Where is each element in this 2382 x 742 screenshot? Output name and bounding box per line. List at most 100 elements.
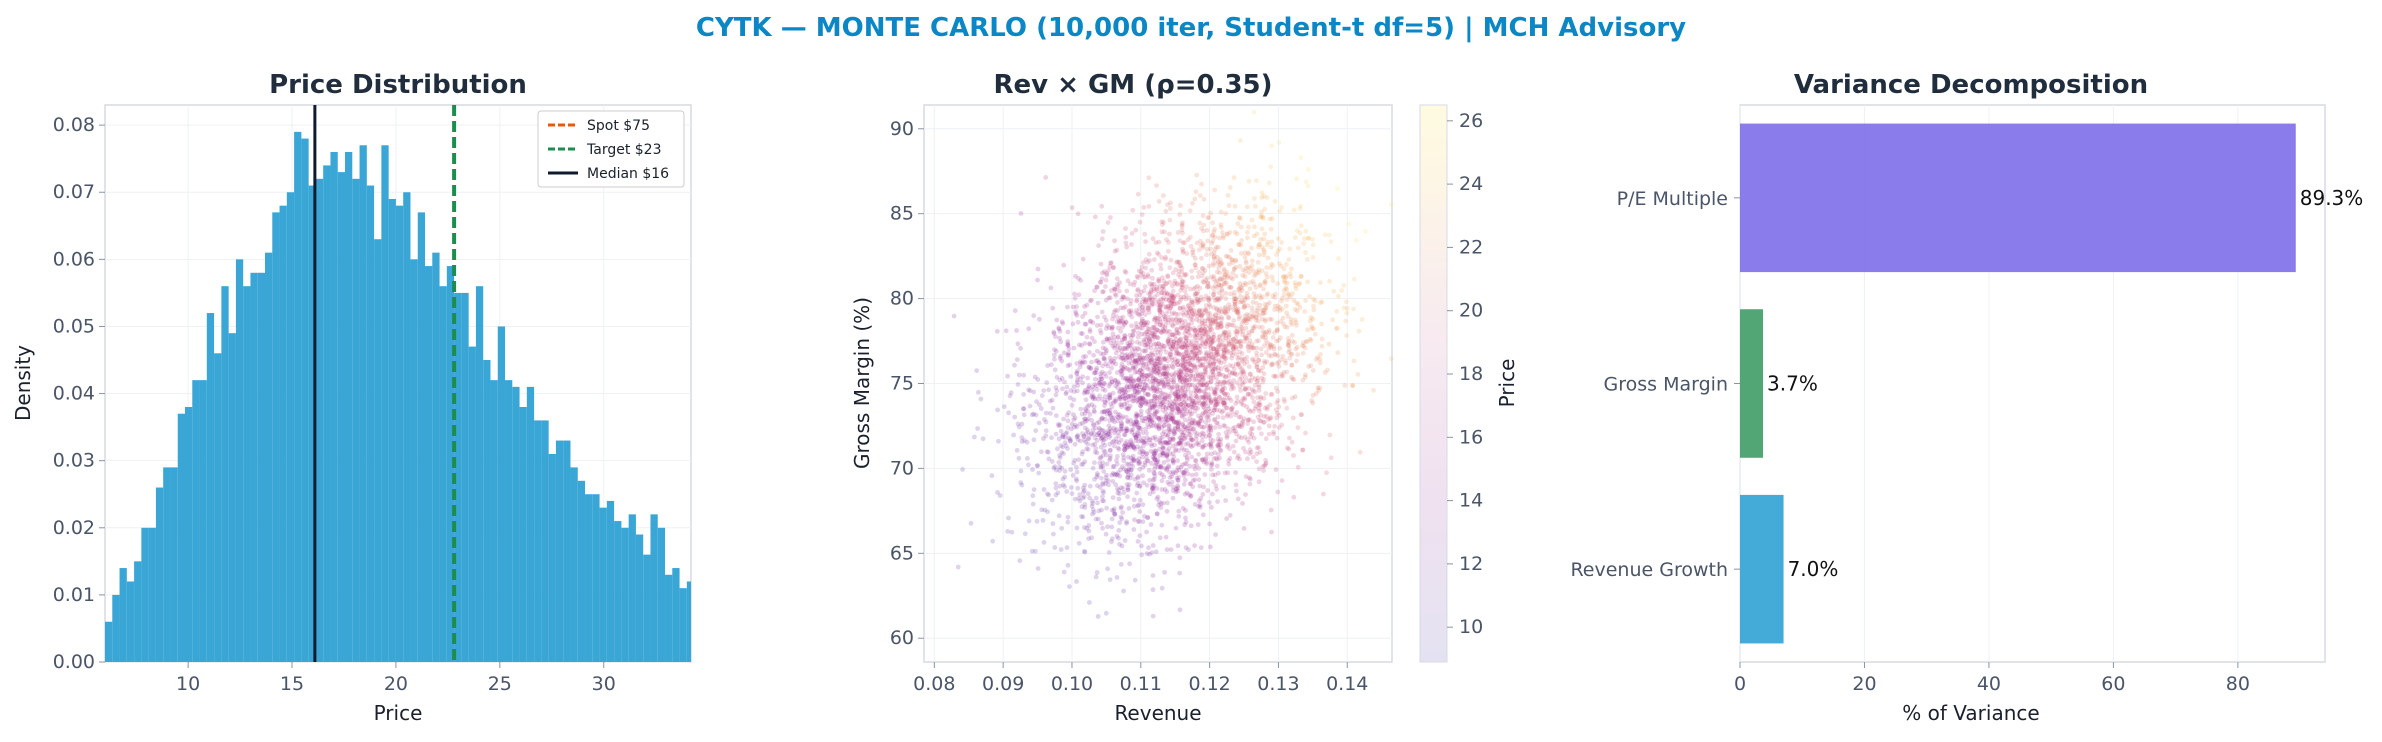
scatter-point xyxy=(1107,355,1113,361)
scatter-point xyxy=(1230,345,1236,351)
scatter-point xyxy=(1247,409,1253,414)
scatter-point xyxy=(1171,419,1177,425)
scatter-point xyxy=(1158,464,1164,469)
scatter-point xyxy=(1222,280,1228,286)
scatter-point xyxy=(1242,280,1248,286)
scatter-point xyxy=(1253,317,1259,323)
scatter-point xyxy=(1128,472,1134,478)
scatter-point xyxy=(1197,193,1203,199)
scatter-point xyxy=(1275,489,1281,495)
scatter-point xyxy=(1174,384,1180,390)
scatter-point xyxy=(1134,274,1140,279)
histogram-bar xyxy=(330,151,338,663)
scatter-point xyxy=(1159,522,1165,528)
scatter-point xyxy=(1067,436,1073,442)
scatter-point xyxy=(1116,440,1122,445)
scatter-point xyxy=(1156,307,1162,312)
scatter-point xyxy=(1259,431,1264,437)
scatter-y-tick-label: 90 xyxy=(890,118,914,140)
scatter-point xyxy=(1246,364,1252,370)
scatter-point xyxy=(1247,451,1252,456)
histogram-y-tick-label: 0.03 xyxy=(53,450,95,472)
scatter-point xyxy=(1119,464,1125,469)
scatter-point xyxy=(1243,449,1248,455)
scatter-point xyxy=(1180,364,1186,369)
scatter-point xyxy=(1167,394,1173,399)
scatter-point xyxy=(1160,275,1165,280)
scatter-point xyxy=(1191,398,1196,404)
scatter-point xyxy=(1058,443,1064,449)
scatter-point xyxy=(1118,305,1124,311)
scatter-point xyxy=(1110,390,1116,396)
scatter-point xyxy=(1274,410,1280,416)
scatter-point xyxy=(1175,350,1181,356)
scatter-point xyxy=(1272,291,1278,297)
scatter-point xyxy=(1290,291,1295,296)
scatter-point xyxy=(1184,425,1190,431)
scatter-point xyxy=(1210,411,1215,416)
scatter-point xyxy=(1114,282,1120,288)
scatter-point xyxy=(1012,308,1018,314)
scatter-point xyxy=(1207,296,1212,301)
scatter-point xyxy=(1121,588,1126,594)
scatter-point xyxy=(1308,315,1314,321)
scatter-point xyxy=(1319,299,1325,305)
scatter-point xyxy=(1144,334,1150,340)
scatter-point xyxy=(1184,367,1189,373)
scatter-point xyxy=(1195,406,1201,411)
scatter-point xyxy=(1174,282,1180,287)
scatter-point xyxy=(1261,414,1267,419)
scatter-point xyxy=(1129,360,1135,366)
scatter-point xyxy=(1053,413,1059,418)
scatter-point xyxy=(1061,350,1067,356)
scatter-point xyxy=(1082,304,1087,309)
scatter-point xyxy=(1140,399,1145,405)
scatter-point xyxy=(1130,328,1136,334)
scatter-point xyxy=(994,328,1000,334)
scatter-point xyxy=(1230,343,1236,349)
scatter-point xyxy=(1249,328,1255,334)
scatter-point xyxy=(1125,418,1131,424)
scatter-point xyxy=(1170,488,1176,493)
scatter-point xyxy=(1156,251,1161,257)
scatter-x-tick-label: 0.14 xyxy=(1326,673,1368,695)
scatter-point xyxy=(1175,358,1181,364)
scatter-point xyxy=(1137,306,1142,312)
scatter-point xyxy=(1152,442,1157,448)
scatter-point xyxy=(1116,496,1122,502)
variance-x-tick-label: 0 xyxy=(1734,673,1746,695)
scatter-point xyxy=(1100,498,1105,503)
scatter-point xyxy=(1166,240,1171,245)
histogram-bar xyxy=(548,453,556,662)
scatter-point xyxy=(1289,374,1294,380)
scatter-point xyxy=(1150,332,1156,338)
scatter-point xyxy=(1159,585,1165,591)
scatter-point xyxy=(1052,367,1058,373)
scatter-point xyxy=(1146,545,1151,551)
scatter-point xyxy=(1240,382,1246,387)
scatter-point xyxy=(1147,297,1153,303)
scatter-point xyxy=(1141,355,1146,360)
scatter-point xyxy=(1188,372,1193,378)
scatter-point xyxy=(1157,535,1163,541)
scatter-point xyxy=(1101,498,1106,504)
histogram-bar xyxy=(286,192,295,662)
scatter-point xyxy=(1150,587,1156,593)
scatter-point xyxy=(1146,251,1152,257)
scatter-point xyxy=(1109,516,1115,522)
scatter-point xyxy=(1144,455,1149,461)
scatter-point xyxy=(1189,420,1195,426)
scatter-point xyxy=(1201,382,1206,388)
scatter-point xyxy=(1126,506,1132,511)
scatter-point xyxy=(1092,288,1097,294)
scatter-point xyxy=(1082,425,1088,431)
scatter-point xyxy=(1191,286,1197,292)
scatter-point xyxy=(1243,282,1249,287)
scatter-point xyxy=(1230,363,1235,369)
scatter-point xyxy=(1074,525,1080,531)
scatter-point xyxy=(1303,430,1308,436)
scatter-point xyxy=(1150,236,1156,242)
scatter-point xyxy=(1284,369,1290,375)
scatter-point xyxy=(1240,332,1245,338)
scatter-point xyxy=(1116,535,1121,541)
